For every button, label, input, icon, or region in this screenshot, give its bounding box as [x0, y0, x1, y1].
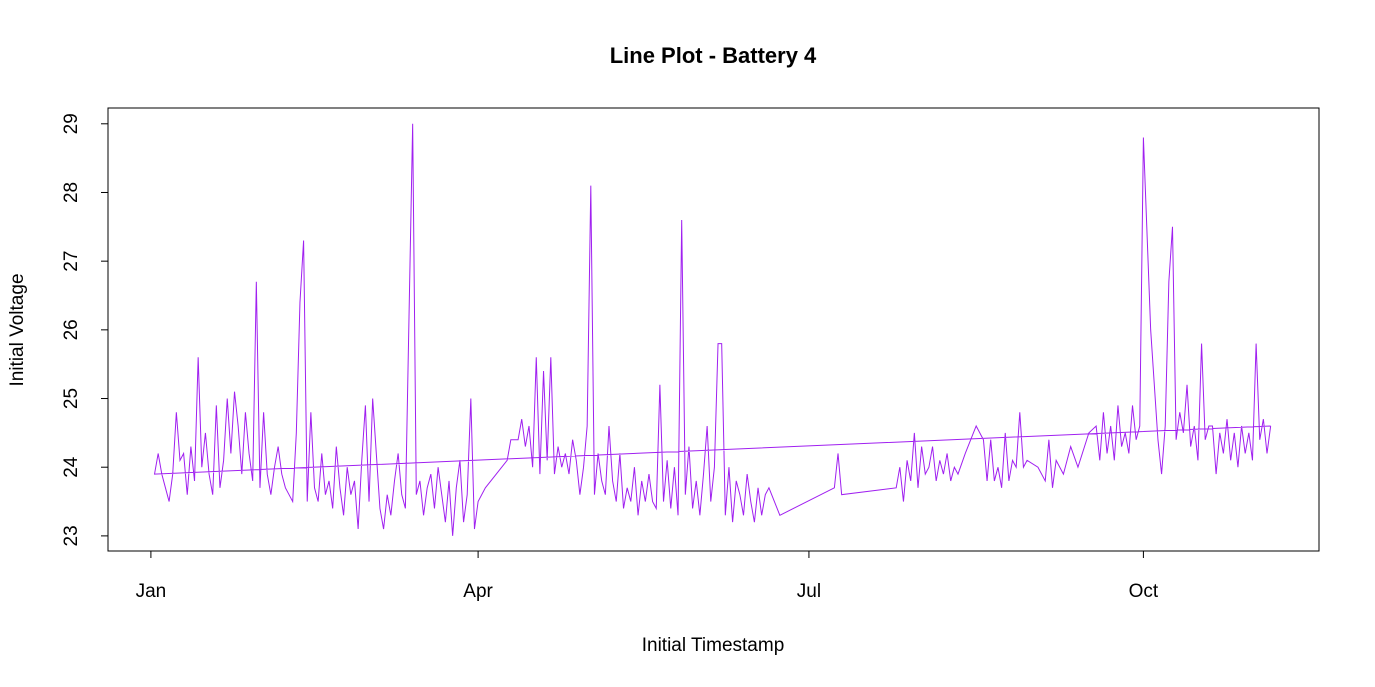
y-tick-label: 26 [61, 319, 82, 340]
y-tick-label: 27 [61, 251, 82, 272]
chart-title: Line Plot - Battery 4 [610, 43, 817, 68]
y-tick-label: 25 [61, 388, 82, 409]
x-tick-label: Oct [1129, 581, 1159, 602]
plot-frame [107, 107, 1320, 552]
x-axis-label: Initial Timestamp [642, 635, 785, 656]
x-tick-label: Jan [136, 581, 167, 602]
y-tick-label: 29 [61, 113, 82, 134]
data-line [153, 123, 1272, 536]
y-tick-label: 28 [61, 182, 82, 203]
x-tick-label: Jul [797, 581, 821, 602]
y-tick-label: 24 [61, 456, 82, 478]
x-tick-label: Apr [463, 581, 493, 602]
y-tick-label: 23 [61, 525, 82, 546]
y-axis-label: Initial Voltage [7, 273, 28, 386]
